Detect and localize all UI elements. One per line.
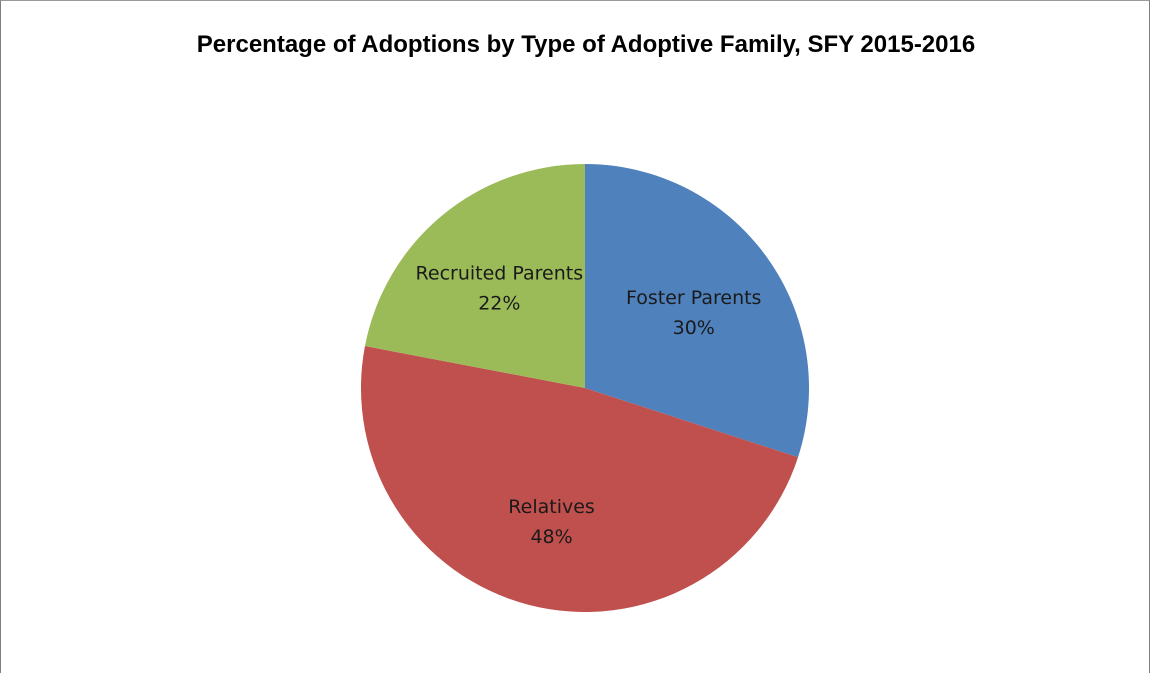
pie-slice-relatives (360, 346, 799, 613)
pie-slice-foster-parents (585, 164, 810, 458)
slice-value-recruited-parents: 22% (478, 292, 520, 314)
chart-title: Percentage of Adoptions by Type of Adopt… (196, 31, 976, 58)
slice-label-relatives: Relatives (508, 496, 595, 518)
pie-slice-recruited-parents (364, 164, 585, 388)
slice-label-recruited-parents: Recruited Parents (416, 262, 584, 284)
slice-value-foster-parents: 30% (673, 317, 715, 339)
slice-label-foster-parents: Foster Parents (626, 287, 762, 309)
pie-labels: Foster Parents 30% Relatives 48% Recruited P… (416, 262, 762, 548)
slice-value-relatives: 48% (530, 526, 572, 548)
pie-slices (360, 164, 810, 613)
